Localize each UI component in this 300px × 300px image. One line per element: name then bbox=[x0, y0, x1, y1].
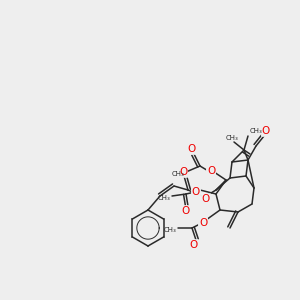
Text: CH₃: CH₃ bbox=[158, 195, 170, 201]
Text: O: O bbox=[182, 206, 190, 216]
Text: O: O bbox=[190, 240, 198, 250]
Text: O: O bbox=[262, 126, 270, 136]
Text: O: O bbox=[179, 167, 187, 177]
Text: O: O bbox=[188, 144, 196, 154]
Text: O: O bbox=[202, 194, 210, 204]
Text: CH₃: CH₃ bbox=[172, 171, 184, 177]
Text: CH₃: CH₃ bbox=[250, 128, 263, 134]
Text: CH₃: CH₃ bbox=[226, 135, 238, 141]
Text: O: O bbox=[192, 187, 200, 197]
Text: CH₃: CH₃ bbox=[164, 227, 176, 233]
Text: O: O bbox=[199, 218, 207, 228]
Text: O: O bbox=[207, 166, 215, 176]
